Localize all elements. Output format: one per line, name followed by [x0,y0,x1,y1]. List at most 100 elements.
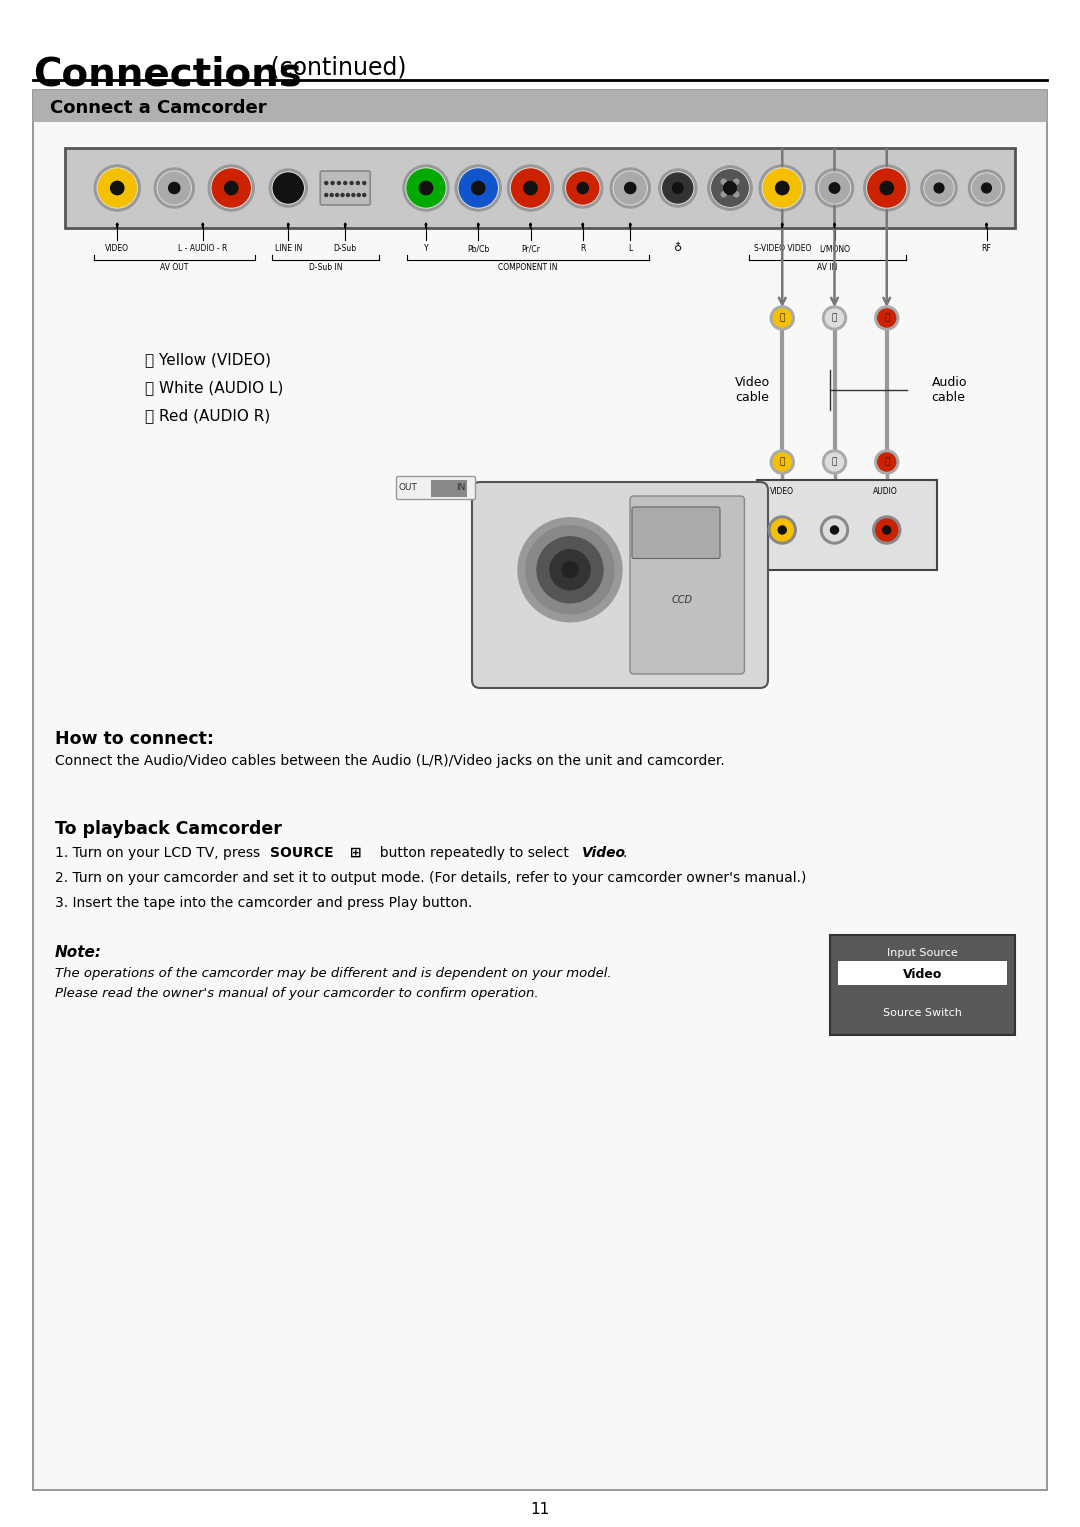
Text: ⓨ: ⓨ [780,458,785,467]
FancyArrow shape [986,223,987,228]
Text: Audio
cable: Audio cable [932,376,968,405]
Text: Please read the owner's manual of your camcorder to confirm operation.: Please read the owner's manual of your c… [55,986,539,1000]
Circle shape [363,182,366,185]
Text: Ⓡ: Ⓡ [885,313,890,322]
FancyBboxPatch shape [632,507,720,559]
Circle shape [269,169,307,208]
Circle shape [341,194,345,197]
Circle shape [472,182,485,194]
Circle shape [168,182,180,194]
Circle shape [337,182,340,185]
Text: Connect a Camcorder: Connect a Camcorder [50,99,267,118]
FancyBboxPatch shape [757,479,936,570]
Text: S-VIDEO VIDEO: S-VIDEO VIDEO [754,244,811,253]
Circle shape [773,454,792,470]
Circle shape [768,516,796,544]
Circle shape [350,182,353,185]
Text: Video: Video [903,968,942,980]
FancyBboxPatch shape [431,479,467,496]
Circle shape [406,168,446,208]
Circle shape [356,182,360,185]
Text: Source Switch: Source Switch [883,1008,962,1019]
Text: VIDEO: VIDEO [105,244,130,253]
Circle shape [829,183,840,194]
Circle shape [708,166,752,211]
Circle shape [407,169,445,208]
Circle shape [508,165,554,211]
FancyBboxPatch shape [321,171,370,205]
Circle shape [711,169,750,208]
Circle shape [403,165,449,211]
Circle shape [875,305,899,330]
Circle shape [724,182,737,194]
FancyBboxPatch shape [33,90,1047,1490]
FancyBboxPatch shape [472,483,768,689]
FancyBboxPatch shape [838,960,1007,985]
Text: Ⓡ: Ⓡ [885,458,890,467]
Circle shape [726,183,734,192]
FancyArrow shape [630,223,631,228]
Text: ⓨ Yellow (VIDEO): ⓨ Yellow (VIDEO) [145,353,271,368]
Circle shape [972,173,1001,203]
Circle shape [824,519,846,541]
Circle shape [924,174,953,202]
Circle shape [352,194,355,197]
Text: How to connect:: How to connect: [55,730,214,748]
Text: To playback Camcorder: To playback Camcorder [55,820,282,838]
Circle shape [764,169,801,208]
Text: Connections: Connections [33,55,302,93]
Circle shape [330,194,333,197]
FancyBboxPatch shape [630,496,744,673]
Circle shape [773,308,792,327]
Text: D-Sub IN: D-Sub IN [309,263,342,272]
Text: COMPONENT IN: COMPONENT IN [498,263,558,272]
Circle shape [821,516,849,544]
FancyArrow shape [529,223,531,228]
Circle shape [734,192,739,197]
Circle shape [98,169,136,208]
FancyBboxPatch shape [831,935,1015,1035]
Text: .: . [622,846,626,860]
Text: L: L [629,244,633,253]
Circle shape [283,183,294,194]
Circle shape [325,194,327,197]
Circle shape [924,173,954,203]
Text: R: R [580,244,585,253]
Circle shape [512,169,550,208]
Circle shape [459,169,497,208]
Circle shape [212,168,252,208]
Text: Y: Y [423,244,429,253]
Text: (continued): (continued) [264,56,406,79]
Circle shape [771,519,793,541]
Text: 1. Turn on your LCD TV, press: 1. Turn on your LCD TV, press [55,846,265,860]
Circle shape [566,171,599,205]
Text: 2. Turn on your camcorder and set it to output mode. (For details, refer to your: 2. Turn on your camcorder and set it to … [55,870,807,886]
Circle shape [272,173,305,205]
FancyArrow shape [287,223,289,228]
Text: ⓨ: ⓨ [780,313,785,322]
FancyArrow shape [582,223,584,228]
Text: Ⓦ: Ⓦ [832,458,837,467]
Circle shape [610,168,650,208]
Text: D-Sub: D-Sub [334,244,356,253]
Circle shape [815,169,853,208]
Circle shape [158,171,191,205]
Circle shape [94,165,140,211]
Circle shape [213,169,251,208]
Circle shape [770,305,794,330]
Circle shape [875,450,899,473]
Text: AUDIO: AUDIO [874,487,897,496]
Circle shape [867,169,906,208]
Text: LINE IN: LINE IN [274,244,302,253]
Text: The operations of the camcorder may be different and is dependent on your model.: The operations of the camcorder may be d… [55,967,611,980]
Circle shape [97,168,137,208]
Circle shape [537,538,603,603]
FancyBboxPatch shape [33,90,1047,122]
Circle shape [363,194,366,197]
Circle shape [759,165,806,211]
Circle shape [825,308,843,327]
Text: CCD: CCD [671,596,692,605]
Circle shape [336,194,339,197]
Circle shape [831,525,838,534]
Circle shape [779,525,786,534]
